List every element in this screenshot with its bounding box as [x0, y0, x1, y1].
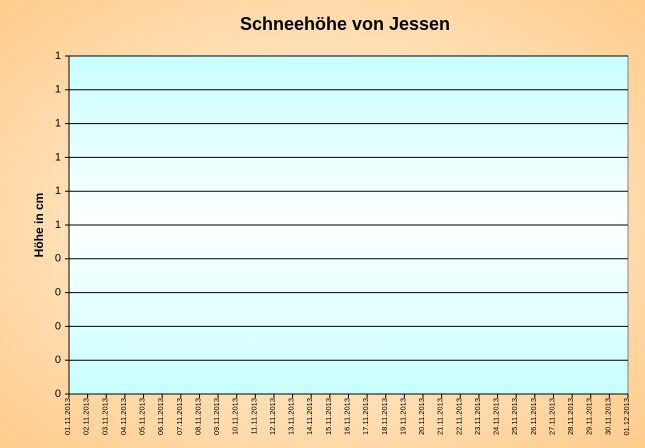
y-tick-label: 0 — [55, 388, 61, 400]
x-tick-label: 02.11.2013 — [82, 398, 91, 435]
x-tick-label: 09.11.2013 — [212, 398, 221, 435]
x-tick-label: 19.11.2013 — [398, 398, 407, 435]
x-tick-label: 30.11.2013 — [603, 398, 612, 435]
x-tick-label: 12.11.2013 — [268, 398, 277, 435]
y-tick-label: 1 — [55, 151, 61, 163]
x-tick-label: 13.11.2013 — [287, 398, 296, 435]
x-tick-label: 28.11.2013 — [566, 398, 575, 435]
x-tick-label: 11.11.2013 — [249, 398, 258, 434]
x-tick-label: 05.11.2013 — [138, 398, 147, 435]
x-tick-label: 01.11.2013 — [63, 398, 72, 435]
y-tick-label: 1 — [55, 118, 61, 130]
x-tick-label: 08.11.2013 — [193, 398, 202, 435]
y-tick-label: 1 — [55, 219, 61, 231]
x-tick-label: 15.11.2013 — [324, 398, 333, 435]
y-tick-label: 1 — [55, 50, 61, 62]
x-tick-label: 24.11.2013 — [492, 398, 501, 435]
chart-title: Schneehöhe von Jessen — [240, 14, 450, 34]
x-tick-label: 25.11.2013 — [510, 398, 519, 435]
x-tick-label: 27.11.2013 — [547, 398, 556, 435]
y-tick-label: 1 — [55, 84, 61, 96]
x-tick-label: 06.11.2013 — [156, 398, 165, 435]
x-tick-label: 29.11.2013 — [585, 398, 594, 435]
x-tick-label: 07.11.2013 — [175, 398, 184, 435]
x-tick-label: 23.11.2013 — [473, 398, 482, 435]
x-tick-label: 17.11.2013 — [361, 398, 370, 435]
x-tick-label: 04.11.2013 — [119, 398, 128, 435]
x-tick-label: 01.12.2013 — [622, 398, 631, 436]
x-tick-label: 16.11.2013 — [342, 398, 351, 435]
x-tick-label: 26.11.2013 — [529, 398, 538, 435]
y-tick-label: 0 — [55, 320, 61, 332]
x-tick-label: 14.11.2013 — [305, 398, 314, 435]
x-tick-label: 10.11.2013 — [231, 398, 240, 435]
y-tick-label: 1 — [55, 185, 61, 197]
x-tick-label: 21.11.2013 — [436, 398, 445, 435]
x-tick-label: 03.11.2013 — [100, 398, 109, 435]
y-tick-label: 0 — [55, 253, 61, 265]
x-tick-label: 18.11.2013 — [380, 398, 389, 435]
y-tick-label: 0 — [55, 287, 61, 299]
x-tick-label: 22.11.2013 — [454, 398, 463, 435]
x-tick-label: 20.11.2013 — [417, 398, 426, 435]
y-axis-label: Höhe in cm — [32, 193, 46, 258]
y-tick-label: 0 — [55, 354, 61, 366]
